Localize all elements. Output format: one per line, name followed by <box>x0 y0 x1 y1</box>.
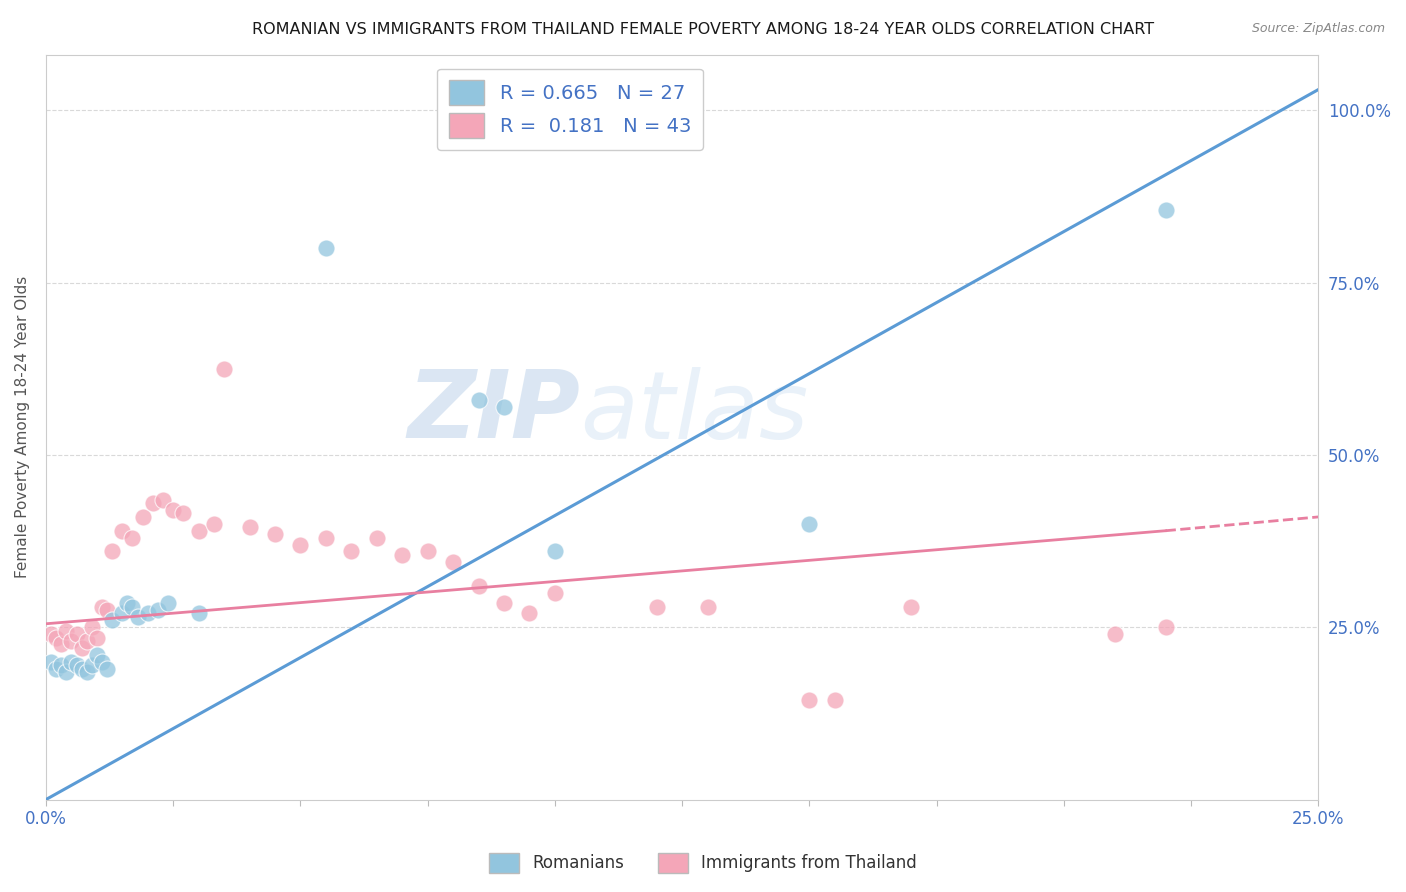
Point <box>519 607 541 621</box>
Point <box>187 524 209 538</box>
Point <box>86 631 108 645</box>
Point <box>136 607 159 621</box>
Point <box>416 544 439 558</box>
Point <box>91 655 114 669</box>
Point <box>146 603 169 617</box>
Point <box>467 392 489 407</box>
Point <box>391 548 413 562</box>
Point <box>1104 627 1126 641</box>
Point <box>96 603 118 617</box>
Point <box>86 648 108 662</box>
Point <box>824 692 846 706</box>
Point <box>51 637 73 651</box>
Point <box>80 620 103 634</box>
Point <box>51 658 73 673</box>
Point <box>39 627 62 641</box>
Point <box>340 544 363 558</box>
Point <box>39 655 62 669</box>
Point <box>60 634 83 648</box>
Point <box>121 531 143 545</box>
Text: atlas: atlas <box>581 367 808 458</box>
Point <box>121 599 143 614</box>
Point <box>76 634 98 648</box>
Point <box>799 692 821 706</box>
Text: ZIP: ZIP <box>408 367 581 458</box>
Point <box>187 607 209 621</box>
Point <box>55 624 77 638</box>
Point <box>91 599 114 614</box>
Text: ROMANIAN VS IMMIGRANTS FROM THAILAND FEMALE POVERTY AMONG 18-24 YEAR OLDS CORREL: ROMANIAN VS IMMIGRANTS FROM THAILAND FEM… <box>252 22 1154 37</box>
Legend: R = 0.665   N = 27, R =  0.181   N = 43: R = 0.665 N = 27, R = 0.181 N = 43 <box>437 69 703 150</box>
Point <box>70 662 93 676</box>
Point <box>544 544 567 558</box>
Point <box>157 596 180 610</box>
Point <box>45 662 67 676</box>
Point <box>799 516 821 531</box>
Point <box>696 599 718 614</box>
Point <box>290 537 312 551</box>
Point <box>1154 203 1177 218</box>
Point <box>315 241 337 255</box>
Point <box>117 596 139 610</box>
Point <box>127 610 149 624</box>
Point <box>60 655 83 669</box>
Point <box>162 503 184 517</box>
Point <box>55 665 77 679</box>
Point <box>492 400 515 414</box>
Point <box>467 579 489 593</box>
Point <box>441 555 464 569</box>
Point <box>96 662 118 676</box>
Point <box>366 531 388 545</box>
Text: Source: ZipAtlas.com: Source: ZipAtlas.com <box>1251 22 1385 36</box>
Y-axis label: Female Poverty Among 18-24 Year Olds: Female Poverty Among 18-24 Year Olds <box>15 277 30 578</box>
Point <box>101 613 124 627</box>
Point <box>645 599 668 614</box>
Point <box>212 361 235 376</box>
Legend: Romanians, Immigrants from Thailand: Romanians, Immigrants from Thailand <box>482 847 924 880</box>
Point <box>152 492 174 507</box>
Point <box>202 516 225 531</box>
Point <box>111 524 134 538</box>
Point <box>111 607 134 621</box>
Point <box>492 596 515 610</box>
Point <box>65 658 87 673</box>
Point <box>142 496 165 510</box>
Point <box>315 531 337 545</box>
Point <box>544 586 567 600</box>
Point <box>172 507 194 521</box>
Point <box>76 665 98 679</box>
Point <box>131 510 153 524</box>
Point <box>238 520 260 534</box>
Point <box>70 640 93 655</box>
Point <box>900 599 922 614</box>
Point <box>264 527 287 541</box>
Point <box>80 658 103 673</box>
Point <box>65 627 87 641</box>
Point <box>45 631 67 645</box>
Point <box>1154 620 1177 634</box>
Point <box>101 544 124 558</box>
